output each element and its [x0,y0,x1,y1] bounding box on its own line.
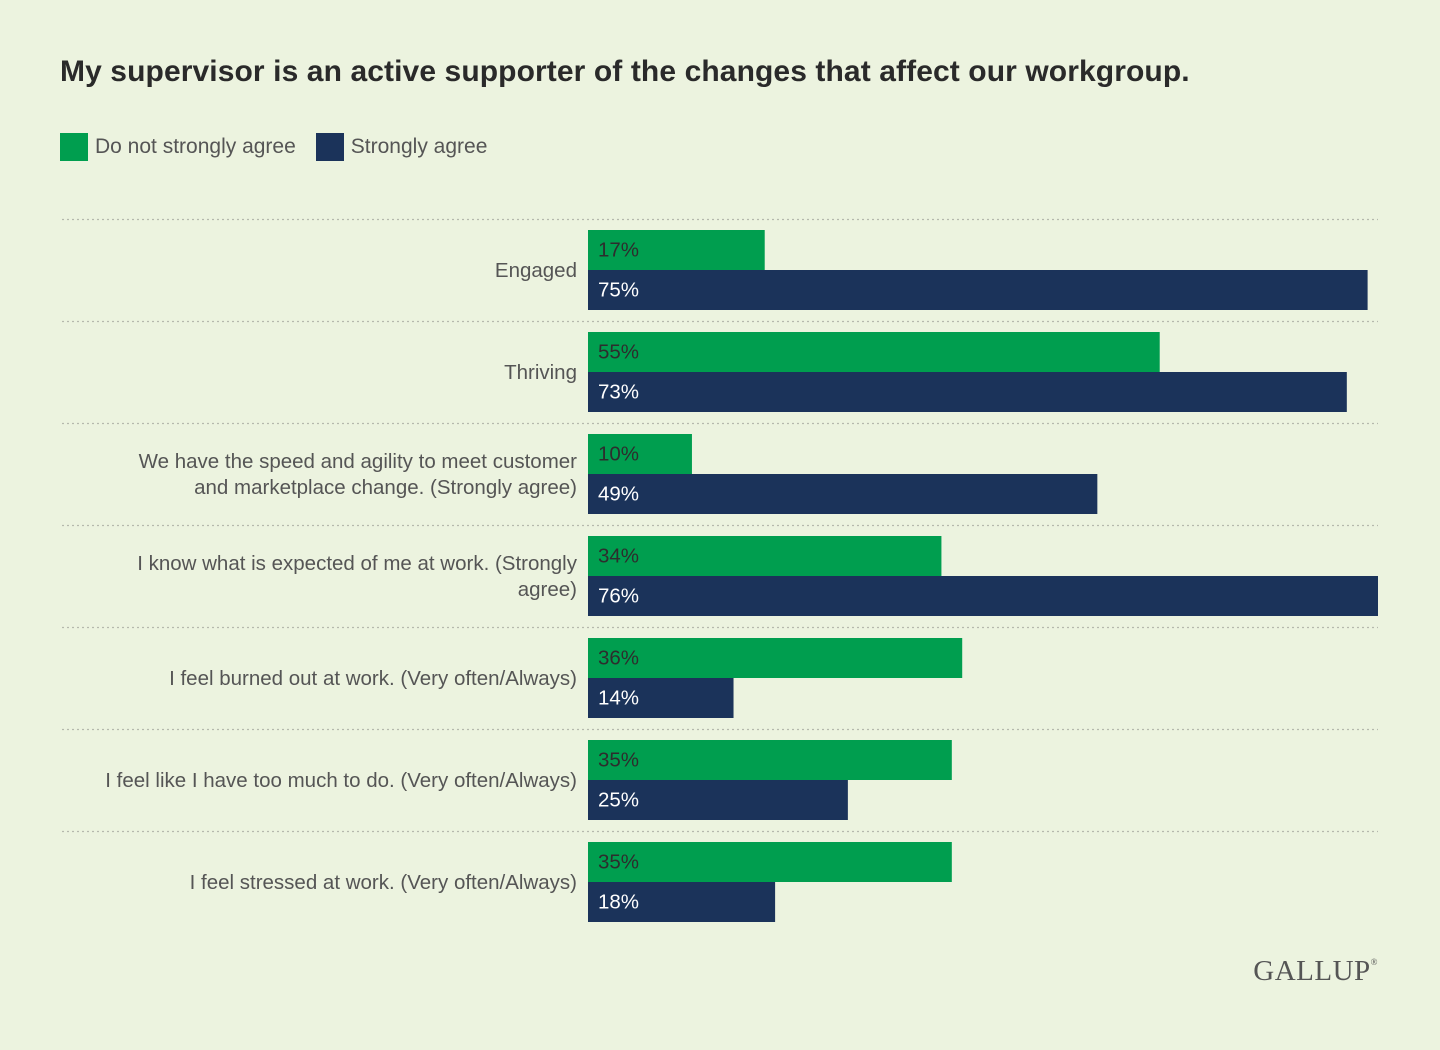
legend-label: Strongly agree [350,135,488,158]
bar-strongly-agree [588,678,734,718]
registered-mark: ® [1370,957,1378,967]
data-label: 34% [598,545,639,568]
bar-do-not-strongly-agree [588,638,963,678]
category-label: We have the speed and agility to meet cu… [139,450,578,499]
category-label: Engaged [495,259,577,282]
data-label: 76% [598,585,639,608]
category-label: I feel burned out at work. (Very often/A… [169,667,577,690]
bar-strongly-agree [588,474,1098,514]
legend-swatch-navy [315,133,344,161]
bar-do-not-strongly-agree [588,332,1160,372]
data-label: 75% [598,279,639,302]
bar-strongly-agree [588,882,776,922]
data-label: 55% [598,341,639,364]
data-label: 35% [598,749,639,772]
bar-strongly-agree [588,576,1378,616]
data-label: 36% [598,647,639,670]
data-label: 73% [598,381,639,404]
bar-do-not-strongly-agree [588,536,942,576]
bar-do-not-strongly-agree [588,740,952,780]
data-label: 10% [598,443,639,466]
bar-do-not-strongly-agree [588,230,765,270]
bar-strongly-agree [588,270,1368,310]
legend: Do not strongly agree Strongly agree [60,133,507,161]
data-label: 25% [598,789,639,812]
bar-do-not-strongly-agree [588,434,692,474]
data-label: 35% [598,851,639,874]
bar-strongly-agree [588,780,848,820]
chart-title: My supervisor is an active supporter of … [60,55,1190,88]
data-label: 49% [598,483,639,506]
bar-strongly-agree [588,372,1347,412]
data-label: 17% [598,239,639,262]
category-label: I feel like I have too much to do. (Very… [105,769,577,792]
gallup-logo: GALLUP® [1253,955,1378,988]
bar-do-not-strongly-agree [588,842,952,882]
category-label: I know what is expected of me at work. (… [137,552,578,601]
legend-item-strongly-agree: Strongly agree [315,133,488,161]
data-label: 18% [598,891,639,914]
category-label: Thriving [504,361,577,384]
legend-label: Do not strongly agree [95,135,296,158]
data-label: 14% [598,687,639,710]
legend-swatch-green [60,133,88,161]
category-label: I feel stressed at work. (Very often/Alw… [190,871,577,894]
legend-item-do-not-strongly-agree: Do not strongly agree [60,133,296,161]
logo-text: GALLUP [1253,955,1371,987]
